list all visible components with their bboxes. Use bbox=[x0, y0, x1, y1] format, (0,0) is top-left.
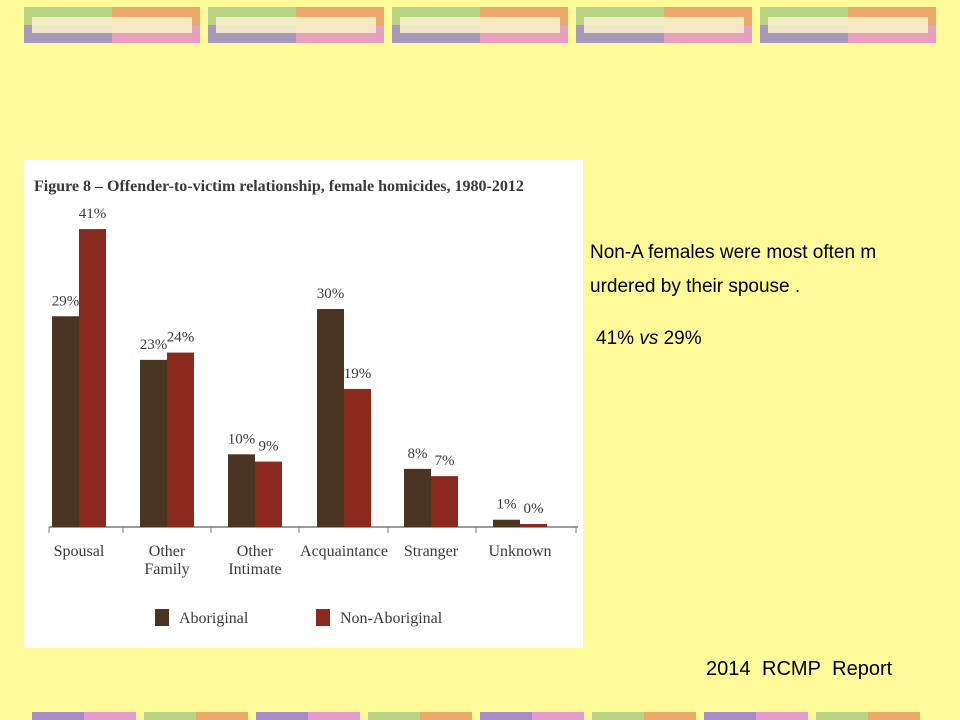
header-tile bbox=[576, 7, 752, 43]
data-label: 10% bbox=[228, 431, 256, 447]
bar-aboriginal bbox=[493, 519, 520, 527]
legend-swatch bbox=[155, 609, 169, 626]
commentary-line-2: urdered by their spouse . bbox=[590, 276, 801, 297]
stat-aboriginal: 29% bbox=[663, 328, 702, 349]
category-label: Unknown bbox=[488, 543, 551, 560]
data-label: 29% bbox=[52, 293, 80, 309]
legend-label: Aboriginal bbox=[179, 610, 249, 627]
data-label: 24% bbox=[167, 330, 195, 346]
data-label: 9% bbox=[259, 439, 279, 455]
category-label: Spousal bbox=[54, 543, 105, 560]
bar-non-aboriginal bbox=[431, 476, 458, 527]
bar-non-aboriginal bbox=[255, 461, 282, 527]
chart-panel: Figure 8 – Offender-to-victim relationsh… bbox=[24, 160, 583, 648]
category-label: Family bbox=[144, 561, 189, 578]
header-tile bbox=[208, 7, 384, 43]
data-label: 41% bbox=[79, 206, 107, 222]
bar-aboriginal bbox=[228, 454, 255, 527]
data-label: 0% bbox=[524, 501, 544, 517]
commentary: Non-A females were most often m urdered … bbox=[590, 236, 956, 304]
bar-chart: Figure 8 – Offender-to-victim relationsh… bbox=[34, 178, 578, 627]
category-label: Acquaintance bbox=[300, 543, 388, 560]
category-label: Stranger bbox=[404, 543, 459, 560]
header-tile bbox=[392, 7, 568, 43]
bar-aboriginal bbox=[404, 468, 431, 527]
data-label: 30% bbox=[317, 286, 345, 302]
stat-non-aboriginal: 41% bbox=[596, 328, 635, 349]
data-label: 8% bbox=[408, 446, 428, 462]
stat-vs: vs bbox=[639, 328, 659, 349]
legend-label: Non-Aboriginal bbox=[340, 610, 443, 627]
bar-non-aboriginal bbox=[520, 524, 547, 527]
category-label: Other bbox=[149, 543, 186, 560]
header-tile bbox=[24, 7, 200, 43]
bar-aboriginal bbox=[140, 359, 167, 527]
commentary-line-1: Non-A females were most often m bbox=[590, 242, 877, 263]
chart-title: Figure 8 – Offender-to-victim relationsh… bbox=[34, 178, 524, 195]
source-credit: 2014 RCMP Report bbox=[706, 658, 893, 680]
data-label: 23% bbox=[140, 337, 168, 353]
data-label: 1% bbox=[497, 497, 517, 513]
data-label: 19% bbox=[344, 366, 372, 382]
category-label: Intimate bbox=[228, 561, 281, 578]
legend-swatch bbox=[316, 609, 330, 626]
bar-non-aboriginal bbox=[167, 352, 194, 527]
stat-comparison: 41% vs 29% bbox=[596, 328, 702, 350]
bar-aboriginal bbox=[317, 309, 344, 527]
data-label: 7% bbox=[435, 453, 455, 469]
bar-non-aboriginal bbox=[79, 229, 106, 528]
bar-aboriginal bbox=[52, 316, 79, 527]
header-tile bbox=[760, 7, 936, 43]
category-label: Other bbox=[237, 543, 274, 560]
bar-non-aboriginal bbox=[344, 388, 371, 527]
